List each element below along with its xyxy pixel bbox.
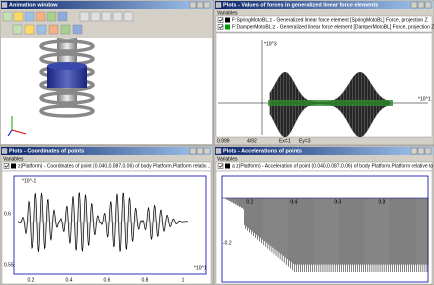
- variables-label: Variables: [217, 10, 238, 16]
- x-tick-label: 0.8: [142, 277, 149, 283]
- x-tick-label: 0.6: [104, 277, 111, 283]
- window-button[interactable]: [425, 148, 431, 154]
- window-button[interactable]: [418, 148, 424, 154]
- checkbox[interactable]: [218, 18, 223, 23]
- viewport: [1, 38, 212, 144]
- window-title: Animation window: [9, 3, 58, 9]
- toolbar-button[interactable]: [80, 12, 89, 21]
- toolbar-button[interactable]: [25, 12, 34, 21]
- window-title: Plots - Values of forces in generalized …: [223, 3, 378, 9]
- window-icon: [216, 149, 221, 154]
- checkbox[interactable]: [4, 164, 9, 169]
- axis-label: *10^-1: [22, 178, 37, 184]
- window-button[interactable]: [411, 148, 417, 154]
- variables-label: Variables: [217, 156, 238, 162]
- window-button[interactable]: [190, 2, 196, 8]
- x-tick-label: 1: [182, 277, 185, 283]
- window-icon: [2, 3, 7, 8]
- series-swatch: [225, 25, 230, 30]
- window-button[interactable]: [411, 2, 417, 8]
- x-tick-label: 0.4: [66, 277, 73, 283]
- window-button[interactable]: [204, 148, 210, 154]
- toolbar-button[interactable]: [14, 12, 23, 21]
- toolbar-button[interactable]: [61, 25, 70, 34]
- y-tick-label: 0.55: [4, 262, 14, 268]
- plot-area: [216, 33, 432, 137]
- status-field: 0.999: [217, 138, 230, 144]
- toolbar-button[interactable]: [58, 12, 67, 21]
- window-icon: [2, 149, 7, 154]
- checkbox[interactable]: [218, 164, 223, 169]
- toolbar-button[interactable]: [13, 25, 22, 34]
- toolbar-button[interactable]: [102, 12, 111, 21]
- series-swatch: [225, 18, 230, 23]
- toolbar-button[interactable]: [47, 12, 56, 21]
- toolbar-button[interactable]: [73, 25, 82, 34]
- window-button[interactable]: [418, 2, 424, 8]
- axis-label: *10^1: [194, 265, 207, 271]
- toolbar-button[interactable]: [36, 12, 45, 21]
- window-button[interactable]: [425, 2, 431, 8]
- toolbar-button[interactable]: [113, 12, 122, 21]
- toolbar-button[interactable]: [25, 25, 34, 34]
- status-field: Ex=1: [279, 138, 291, 144]
- variable-item[interactable]: z(Platform) - Coordinates of point (0.04…: [18, 163, 210, 169]
- series-swatch: [225, 164, 230, 169]
- window-icon: [216, 3, 221, 8]
- screen: Animation window Plots - Values of forces…: [0, 0, 434, 285]
- variable-item[interactable]: F:DamperMotoBL:z - Generalized linear fo…: [232, 24, 434, 30]
- window-button[interactable]: [190, 148, 196, 154]
- axis-label: *10^1: [418, 96, 431, 102]
- axis-label: *10^3: [264, 41, 277, 47]
- status-field: Ey=3: [299, 138, 311, 144]
- window-button[interactable]: [204, 2, 210, 8]
- series-swatch: [11, 164, 16, 169]
- y-tick-label: -0.2: [223, 240, 232, 246]
- toolbar-button[interactable]: [49, 25, 58, 34]
- y-tick-label: 0.6: [4, 211, 11, 217]
- status-field: 4/92: [247, 138, 257, 144]
- variables-label: Variables: [3, 156, 24, 162]
- x-tick-label: 0.2: [28, 277, 35, 283]
- damper-signal: [268, 100, 393, 106]
- variable-item[interactable]: F:SpringMotoBL:z - Generalized linear fo…: [232, 17, 428, 23]
- window-title: Plots - Coordinates of points: [9, 149, 84, 155]
- window-button[interactable]: [197, 148, 203, 154]
- variable-item[interactable]: a z(Platform) - Acceleration of point (0…: [232, 163, 434, 169]
- toolbar-button[interactable]: [124, 12, 133, 21]
- damper-top: [47, 62, 87, 70]
- checkbox[interactable]: [218, 25, 223, 30]
- toolbar-button[interactable]: [3, 12, 12, 21]
- toolbar-button[interactable]: [91, 12, 100, 21]
- window-button[interactable]: [197, 2, 203, 8]
- window-title: Plots - Accelerations of points: [223, 149, 302, 155]
- toolbar-button[interactable]: [37, 25, 46, 34]
